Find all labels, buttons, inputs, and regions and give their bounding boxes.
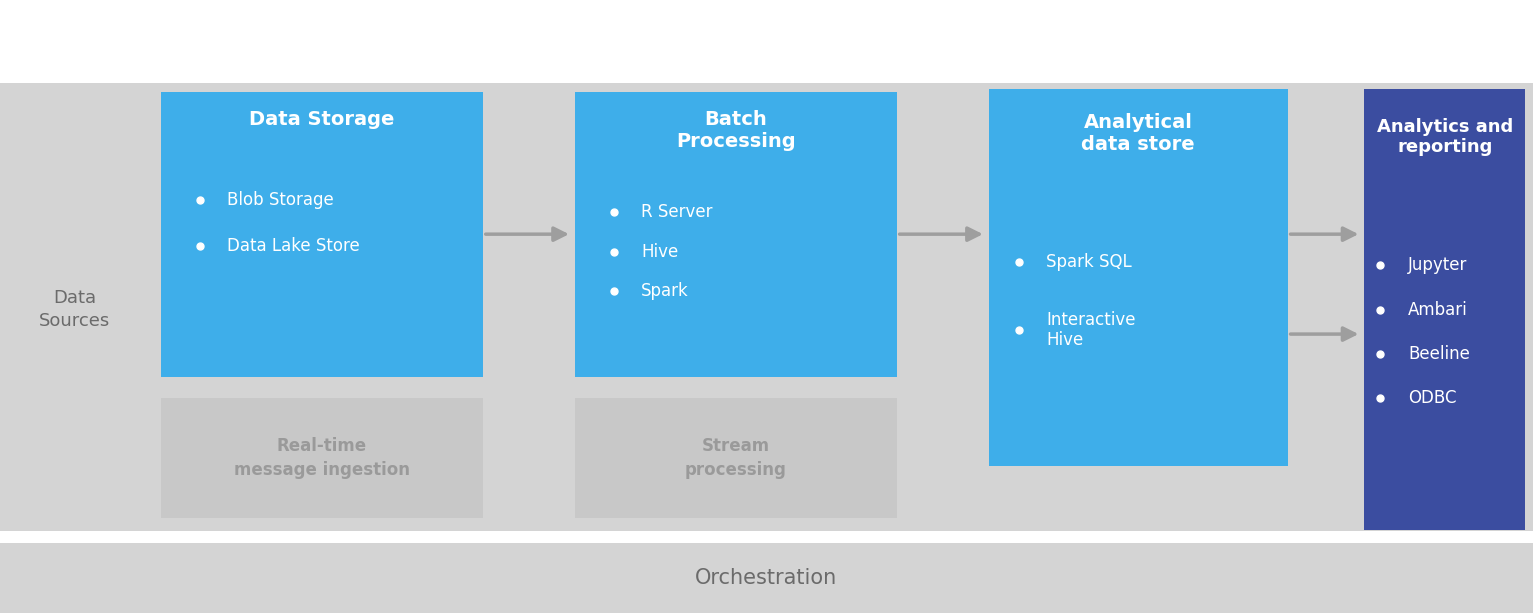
Text: Stream
processing: Stream processing [685,438,786,479]
Text: Hive: Hive [641,243,678,261]
Text: Orchestration: Orchestration [696,568,837,588]
Bar [161,92,483,377]
Text: ODBC: ODBC [1407,389,1456,407]
Bar [989,89,1288,466]
Text: Batch
Processing: Batch Processing [676,110,796,151]
Bar [1364,89,1525,530]
Text: Data Lake Store: Data Lake Store [227,237,360,255]
Bar [0,83,1533,533]
Text: Real-time
message ingestion: Real-time message ingestion [235,438,409,479]
Bar [575,92,897,377]
Text: Ambari: Ambari [1407,300,1467,319]
Text: Analytical
data store: Analytical data store [1081,113,1196,154]
Text: Spark: Spark [641,283,688,300]
Bar [575,398,897,518]
Text: Spark SQL: Spark SQL [1046,253,1131,272]
Text: Jupyter: Jupyter [1407,256,1467,275]
Text: Blob Storage: Blob Storage [227,191,334,209]
Text: R Server: R Server [641,203,713,221]
Text: Data Storage: Data Storage [250,110,394,129]
Bar [0,543,1533,613]
Text: Data
Sources: Data Sources [38,289,110,330]
Bar [0,531,1533,543]
Bar [161,398,483,518]
Text: Beeline: Beeline [1407,345,1470,363]
Bar [8,89,141,530]
Text: Analytics and
reporting: Analytics and reporting [1377,118,1513,156]
Text: Interactive
Hive: Interactive Hive [1046,311,1136,349]
